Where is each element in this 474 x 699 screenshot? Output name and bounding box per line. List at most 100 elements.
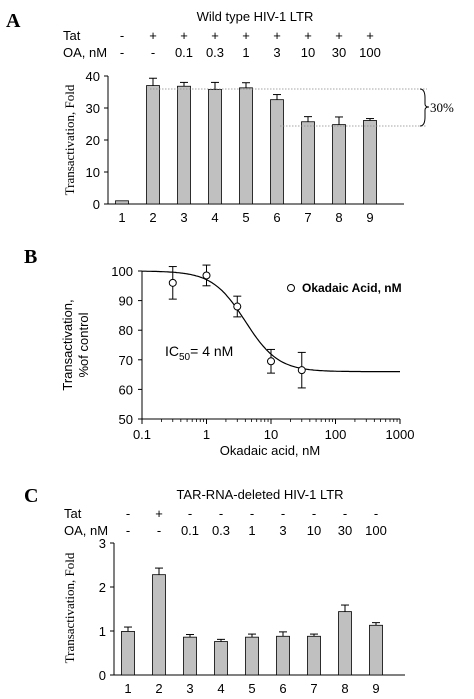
y-tick-label: 40 [86, 69, 100, 84]
y-tick-label: 30 [86, 101, 100, 116]
panel-a-title: Wild type HIV-1 LTR [197, 9, 314, 24]
bar [115, 200, 129, 205]
panel-a: A Wild type HIV-1 LTR Tat OA, nM - + + + + + +… [6, 9, 454, 225]
panel-b-ylabel-line1: Transactivation, [60, 299, 75, 390]
x-tick-label: 100 [325, 427, 347, 442]
oa-value: 100 [365, 523, 387, 538]
tat-value: + [366, 28, 374, 43]
panel-a-oa-row: - - 0.1 0.3 1 3 10 30 100 [120, 45, 381, 60]
x-tick-label: 1 [118, 210, 125, 225]
tat-value: + [180, 28, 188, 43]
x-tick-label: 0.1 [133, 427, 151, 442]
panel-b-legend-marker [287, 284, 295, 292]
x-tick-label: 9 [366, 210, 373, 225]
tat-value: + [304, 28, 312, 43]
panel-a-annotation: 30% [430, 100, 454, 115]
bar [239, 87, 253, 205]
x-tick-label: 3 [186, 681, 193, 696]
panel-a-annotation-bracket [150, 88, 430, 127]
oa-value: 30 [338, 523, 352, 538]
panel-c-tat-row-label: Tat [64, 506, 82, 521]
oa-value: 100 [359, 45, 381, 60]
tat-value: - [281, 506, 285, 521]
x-tick-label: 5 [248, 681, 255, 696]
bar [270, 99, 284, 205]
x-tick-label: 7 [310, 681, 317, 696]
panel-a-y-ticks: 0 10 20 30 40 [86, 69, 108, 212]
y-tick-label: 2 [99, 580, 106, 595]
panel-b-ylabel-line2: %of control [76, 312, 91, 377]
tat-value: - [343, 506, 347, 521]
bar [363, 120, 377, 205]
data-point [233, 302, 242, 311]
tat-value: - [120, 28, 124, 43]
y-tick-label: 50 [119, 412, 133, 427]
tat-value: - [188, 506, 192, 521]
x-tick-label: 6 [279, 681, 286, 696]
tat-value: + [273, 28, 281, 43]
panel-c-oa-row: - - 0.1 0.3 1 3 10 30 100 [126, 523, 387, 538]
panel-a-tat-row-label: Tat [63, 28, 81, 43]
bar [338, 611, 352, 676]
y-tick-label: 70 [119, 353, 133, 368]
y-tick-label: 60 [119, 382, 133, 397]
bar [307, 635, 321, 676]
bar [301, 121, 315, 205]
oa-value: 0.3 [206, 45, 224, 60]
tat-value: - [312, 506, 316, 521]
x-tick-label: 10 [264, 427, 278, 442]
panel-a-bars [115, 77, 377, 205]
panel-b-points [168, 264, 306, 389]
panel-c-y-ticks: 0 1 2 3 [99, 536, 114, 683]
bar [276, 635, 290, 676]
tat-value: + [149, 28, 157, 43]
bar [152, 574, 166, 676]
oa-value: - [151, 45, 155, 60]
y-tick-label: 90 [119, 294, 133, 309]
panel-b-y-ticks: 50 60 70 80 90 100 [111, 264, 142, 427]
y-tick-label: 10 [86, 165, 100, 180]
data-point [267, 357, 275, 366]
panel-b-xlabel: Okadaic acid, nM [220, 443, 320, 458]
panel-c-label: C [24, 485, 38, 507]
y-tick-label: 0 [99, 668, 106, 683]
panel-a-tat-row: - + + + + + + + + [120, 28, 374, 43]
oa-value: - [120, 45, 124, 60]
panel-c: C TAR-RNA-deleted HIV-1 LTR Tat OA, nM -… [24, 485, 405, 696]
oa-value: - [126, 523, 130, 538]
x-tick-label: 8 [335, 210, 342, 225]
data-point [168, 278, 177, 287]
panel-c-tat-row: - + - - - - - - - [126, 506, 378, 521]
panel-c-ylabel: Transactivation, Fold [62, 552, 77, 663]
x-tick-label: 9 [372, 681, 379, 696]
panel-b-legend-label: Okadaic Acid, nM [302, 281, 402, 295]
oa-value: 0.1 [175, 45, 193, 60]
panel-a-x-labels: 1 2 3 4 5 6 7 8 9 [118, 210, 373, 225]
bar [369, 624, 383, 676]
panel-c-bars [121, 567, 383, 676]
x-tick-label: 2 [149, 210, 156, 225]
bar [177, 85, 191, 205]
x-tick-label: 4 [217, 681, 224, 696]
oa-value: 30 [332, 45, 346, 60]
panel-b-x-ticks: 0.1 1 10 100 1000 [133, 419, 414, 442]
y-tick-label: 20 [86, 133, 100, 148]
x-tick-label: 4 [211, 210, 218, 225]
oa-value: 1 [248, 523, 255, 538]
data-point [202, 271, 211, 280]
x-tick-label: 2 [155, 681, 162, 696]
bar [146, 85, 160, 205]
x-tick-label: 3 [180, 210, 187, 225]
panel-c-title: TAR-RNA-deleted HIV-1 LTR [176, 487, 343, 502]
y-tick-label: 0 [93, 197, 100, 212]
panel-a-ylabel: Transactivation, Fold [62, 84, 77, 195]
bar [332, 124, 346, 205]
data-point [297, 366, 306, 375]
panel-a-label: A [6, 10, 21, 32]
oa-value: 0.3 [212, 523, 230, 538]
oa-value: 1 [242, 45, 249, 60]
tat-value: + [335, 28, 343, 43]
panel-b-label: B [24, 246, 37, 268]
x-tick-label: 1 [124, 681, 131, 696]
y-tick-label: 1 [99, 624, 106, 639]
